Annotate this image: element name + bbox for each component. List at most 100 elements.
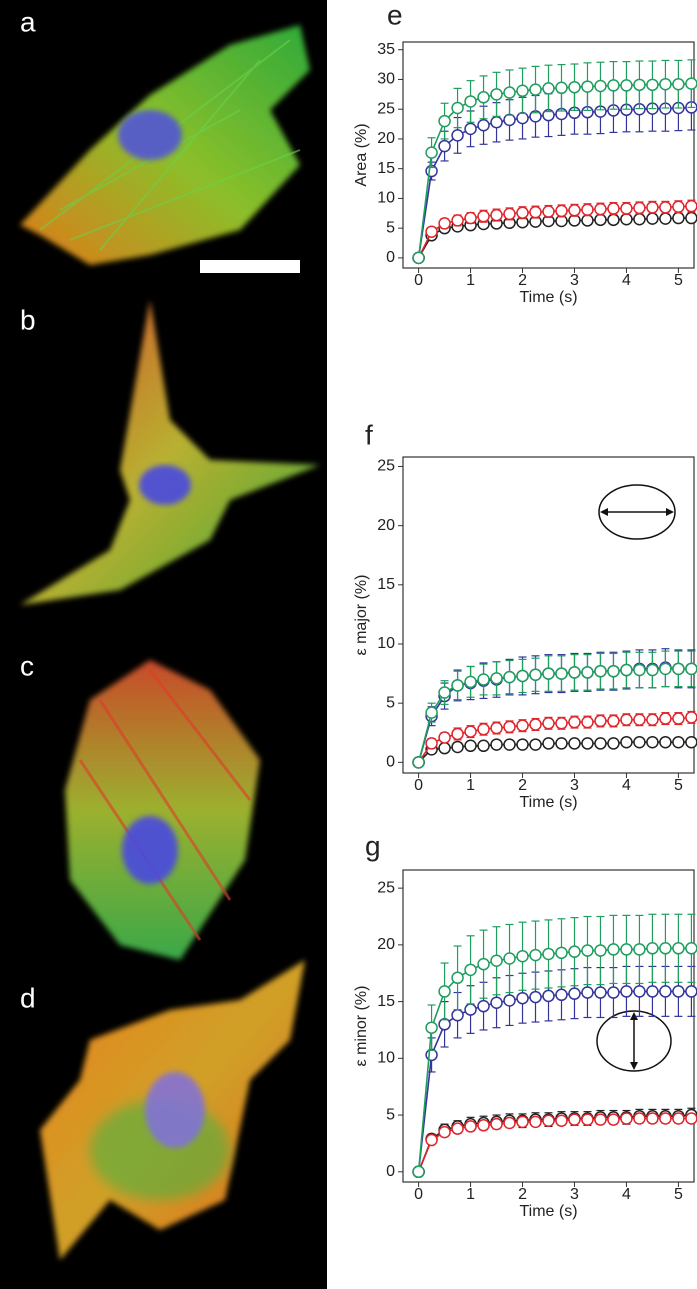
marker	[412, 1165, 425, 1179]
marker	[516, 1115, 529, 1129]
marker	[490, 116, 503, 129]
marker	[555, 717, 568, 730]
y-tick-label: 0	[386, 1163, 395, 1180]
y-tick-label: 5	[386, 1106, 395, 1123]
marker	[646, 78, 659, 92]
marker	[464, 739, 477, 753]
y-tick-label: 10	[377, 1050, 395, 1067]
marker	[659, 942, 672, 955]
marker	[620, 1112, 633, 1125]
marker	[529, 83, 542, 96]
panel-label: c	[20, 650, 34, 681]
y-tick-label: 35	[377, 41, 395, 58]
marker	[672, 200, 685, 213]
marker	[490, 208, 503, 222]
y-tick-label: 25	[377, 100, 395, 117]
marker	[451, 727, 464, 741]
marker	[412, 756, 425, 769]
y-tick-label: 5	[386, 694, 395, 711]
marker	[607, 737, 620, 750]
marker	[503, 207, 516, 221]
marker	[594, 714, 607, 728]
marker	[529, 668, 542, 682]
y-tick-label: 15	[377, 576, 395, 593]
marker	[620, 212, 633, 226]
marker	[633, 78, 646, 92]
marker	[672, 942, 685, 955]
marker	[633, 212, 646, 226]
marker	[633, 663, 646, 677]
marker	[607, 213, 620, 227]
marker	[516, 719, 529, 732]
x-tick-label: 0	[414, 777, 423, 794]
x-tick-label: 5	[674, 272, 683, 289]
marker	[477, 673, 490, 686]
marker	[451, 1122, 464, 1135]
marker	[568, 1113, 581, 1126]
marker	[672, 1112, 685, 1125]
marker	[581, 986, 594, 999]
marker	[685, 199, 697, 213]
marker	[685, 211, 697, 225]
marker	[529, 738, 542, 751]
marker	[516, 84, 529, 98]
series-line	[417, 205, 692, 259]
marker	[425, 737, 438, 750]
marker	[659, 662, 672, 676]
marker	[594, 79, 607, 93]
x-tick-label: 3	[570, 272, 579, 289]
y-tick-label: 5	[386, 219, 395, 236]
marker	[620, 985, 633, 998]
marker	[555, 667, 568, 680]
marker	[633, 201, 646, 215]
marker	[659, 712, 672, 725]
x-tick-label: 1	[466, 272, 475, 289]
x-tick-label: 5	[674, 1186, 683, 1203]
marker	[542, 205, 555, 218]
series-line	[417, 82, 692, 258]
marker	[646, 942, 659, 955]
x-tick-label: 3	[570, 1186, 579, 1203]
marker	[490, 1117, 503, 1131]
marker	[451, 1008, 464, 1022]
marker	[607, 714, 620, 728]
marker	[659, 1112, 672, 1125]
marker	[633, 985, 646, 998]
marker	[659, 201, 672, 214]
panel-label: g	[365, 830, 381, 861]
marker	[490, 88, 503, 101]
series-line	[417, 716, 692, 763]
marker	[529, 718, 542, 731]
marker	[646, 713, 659, 726]
marker	[425, 146, 438, 159]
marker	[503, 1116, 516, 1130]
y-tick-label: 20	[377, 130, 395, 147]
series-line	[417, 106, 692, 259]
marker	[438, 139, 451, 153]
panel-label: d	[20, 982, 36, 1013]
micrograph-d	[40, 960, 305, 1260]
marker	[451, 679, 464, 692]
x-tick-label: 2	[518, 777, 527, 794]
marker	[490, 954, 503, 968]
y-tick-label: 15	[377, 160, 395, 177]
marker	[464, 675, 477, 689]
marker	[633, 713, 646, 726]
marker	[542, 1114, 555, 1127]
marker	[646, 212, 659, 225]
marker	[659, 212, 672, 225]
marker	[594, 737, 607, 750]
marker	[594, 213, 607, 227]
marker	[568, 715, 581, 729]
marker	[607, 1113, 620, 1126]
x-tick-label: 5	[674, 777, 683, 794]
marker	[438, 731, 451, 744]
series-line	[418, 741, 692, 763]
marker	[542, 989, 555, 1003]
marker	[477, 210, 490, 223]
y-tick-label: 10	[377, 635, 395, 652]
series-line	[417, 990, 692, 1172]
marker	[581, 80, 594, 93]
marker	[581, 737, 594, 750]
marker	[464, 211, 477, 225]
